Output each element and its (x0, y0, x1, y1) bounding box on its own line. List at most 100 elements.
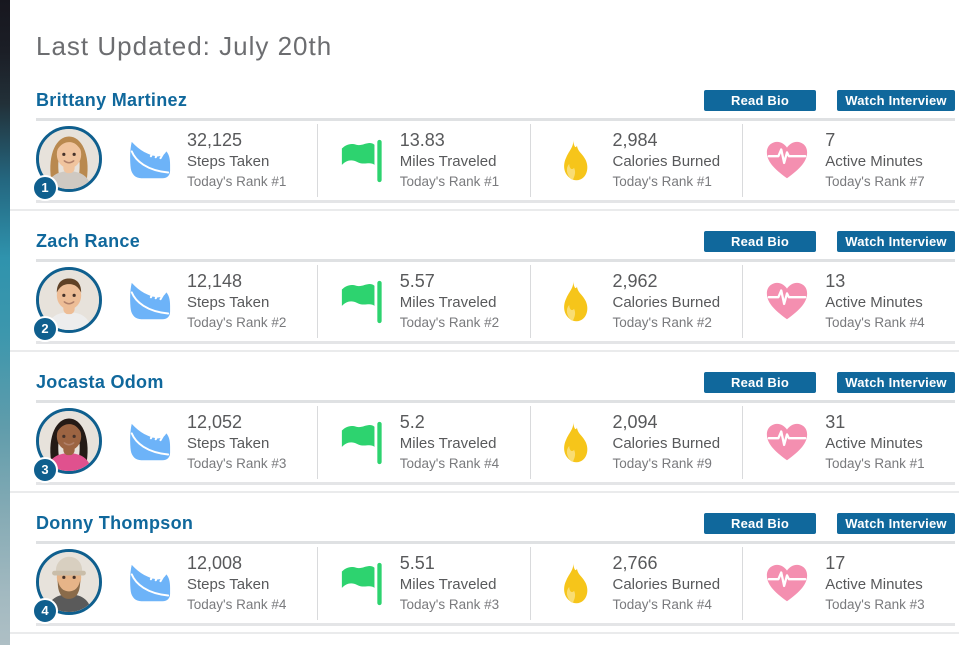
stat-label: Calories Burned (612, 576, 721, 593)
flag-icon (339, 420, 385, 466)
stat-value: 13 (825, 271, 846, 291)
stat-cell-active-minutes: 31 Active Minutes Today's Rank #1 (742, 403, 955, 482)
stat-rank: Today's Rank #2 (187, 315, 287, 330)
stat-text: 12,148 Steps Taken Today's Rank #2 (187, 271, 286, 332)
stat-value: 5.51 (399, 553, 435, 573)
stat-rank: Today's Rank #4 (612, 597, 712, 612)
person-name: Brittany Martinez (36, 89, 188, 110)
name-divider (36, 541, 955, 544)
stat-label: Miles Traveled (399, 153, 497, 170)
rank-badge: 3 (32, 456, 58, 483)
stat-label: Miles Traveled (399, 435, 497, 452)
person-photo (39, 128, 99, 189)
read-bio-button[interactable]: Read Bio (704, 512, 816, 534)
section-bottom-line (10, 350, 959, 352)
stat-value: 17 (825, 553, 846, 573)
stat-cell-miles: 5.2 Miles Traveled Today's Rank #4 (316, 403, 530, 482)
section-bottom-line (10, 209, 959, 211)
stat-label: Steps Taken (187, 435, 270, 452)
stat-label: Active Minutes (825, 576, 923, 593)
avatar-wrap: 1 (32, 125, 104, 201)
stat-value: 12,008 (187, 553, 243, 573)
read-bio-button[interactable]: Read Bio (704, 371, 816, 393)
person-name: Zach Rance (36, 230, 141, 251)
last-updated-heading: Last Updated: July 20th (36, 31, 333, 61)
stat-rank: Today's Rank #1 (399, 174, 500, 189)
stat-cell-calories: 2,962 Calories Burned Today's Rank #2 (529, 262, 743, 341)
stats-row: 4 12,008 Steps Taken Today's Rank #4 5.5… (32, 544, 955, 626)
stat-cell-active-minutes: 17 Active Minutes Today's Rank #3 (742, 544, 955, 623)
watch-interview-button[interactable]: Watch Interview (837, 230, 955, 252)
stat-rank: Today's Rank #2 (612, 315, 712, 330)
section-bottom-line (10, 491, 959, 493)
stat-value: 5.2 (399, 412, 425, 432)
stat-cell-miles: 5.57 Miles Traveled Today's Rank #2 (316, 262, 530, 341)
stat-cell-steps: 12,052 Steps Taken Today's Rank #3 (104, 403, 317, 482)
flag-icon (339, 138, 385, 184)
section-bottom-line (10, 632, 959, 634)
avatar-wrap: 3 (32, 407, 104, 483)
stat-rank: Today's Rank #4 (187, 597, 287, 612)
stats-row: 2 12,148 Steps Taken Today's Rank #2 5.5… (32, 262, 955, 344)
stat-rank: Today's Rank #1 (825, 456, 925, 471)
stat-text: 2,984 Calories Burned Today's Rank #1 (613, 130, 721, 191)
stat-rank: Today's Rank #7 (825, 174, 925, 189)
leaderboard-content: Last Updated: July 20th Brittany Martine… (10, 0, 959, 653)
stat-value: 13.83 (399, 130, 445, 150)
person-photo (39, 551, 99, 612)
stat-cell-steps: 12,008 Steps Taken Today's Rank #4 (104, 544, 317, 623)
read-bio-button[interactable]: Read Bio (704, 230, 816, 252)
stat-cell-steps: 32,125 Steps Taken Today's Rank #1 (104, 121, 317, 200)
avatar (36, 548, 102, 615)
stat-text: 12,008 Steps Taken Today's Rank #4 (187, 553, 286, 614)
stat-cell-calories: 2,984 Calories Burned Today's Rank #1 (529, 121, 743, 200)
flame-icon (552, 279, 598, 325)
stat-cell-steps: 12,148 Steps Taken Today's Rank #2 (104, 262, 317, 341)
stat-cell-calories: 2,094 Calories Burned Today's Rank #9 (529, 403, 743, 482)
stat-cell-miles: 5.51 Miles Traveled Today's Rank #3 (316, 544, 530, 623)
avatar-wrap: 4 (32, 548, 104, 624)
stat-label: Miles Traveled (399, 294, 497, 311)
flag-icon (339, 561, 385, 607)
flame-icon (552, 420, 598, 466)
stat-value: 32,125 (187, 130, 243, 150)
stat-value: 2,984 (612, 130, 658, 150)
shoe-icon (126, 138, 172, 184)
rank-badge: 1 (32, 174, 58, 201)
stat-text: 5.51 Miles Traveled Today's Rank #3 (400, 553, 499, 614)
flame-icon (552, 138, 598, 184)
stat-rank: Today's Rank #2 (399, 315, 500, 330)
person-section: Zach Rance Read Bio Watch Interview 2 12… (10, 230, 959, 352)
stat-label: Active Minutes (825, 294, 923, 311)
watch-interview-button[interactable]: Watch Interview (837, 89, 955, 111)
stat-value: 31 (825, 412, 846, 432)
stat-value: 2,962 (612, 271, 658, 291)
person-section: Donny Thompson Read Bio Watch Interview … (10, 512, 959, 634)
watch-interview-button[interactable]: Watch Interview (837, 371, 955, 393)
stat-value: 12,148 (187, 271, 243, 291)
stats-row: 1 32,125 Steps Taken Today's Rank #1 13.… (32, 121, 955, 203)
person-section: Jocasta Odom Read Bio Watch Interview 3 … (10, 371, 959, 493)
stat-rank: Today's Rank #1 (612, 174, 712, 189)
rank-badge: 4 (32, 597, 58, 624)
watch-interview-button[interactable]: Watch Interview (837, 512, 955, 534)
stat-label: Calories Burned (612, 435, 721, 452)
person-name: Jocasta Odom (36, 371, 164, 392)
stat-rank: Today's Rank #3 (187, 456, 287, 471)
stat-rank: Today's Rank #4 (825, 315, 925, 330)
person-name: Donny Thompson (36, 512, 194, 533)
heart-icon (764, 561, 810, 607)
background-image-strip (0, 0, 10, 645)
stat-text: 32,125 Steps Taken Today's Rank #1 (187, 130, 286, 191)
stat-text: 31 Active Minutes Today's Rank #1 (825, 412, 924, 473)
read-bio-button[interactable]: Read Bio (704, 89, 816, 111)
stat-text: 2,962 Calories Burned Today's Rank #2 (613, 271, 721, 332)
stat-text: 2,766 Calories Burned Today's Rank #4 (613, 553, 721, 614)
rank-badge: 2 (32, 315, 58, 342)
stat-label: Miles Traveled (399, 576, 497, 593)
stat-value: 2,766 (612, 553, 658, 573)
stat-cell-calories: 2,766 Calories Burned Today's Rank #4 (529, 544, 743, 623)
stat-rank: Today's Rank #3 (825, 597, 925, 612)
person-header: Jocasta Odom Read Bio Watch Interview (36, 371, 955, 393)
stat-cell-miles: 13.83 Miles Traveled Today's Rank #1 (316, 121, 530, 200)
